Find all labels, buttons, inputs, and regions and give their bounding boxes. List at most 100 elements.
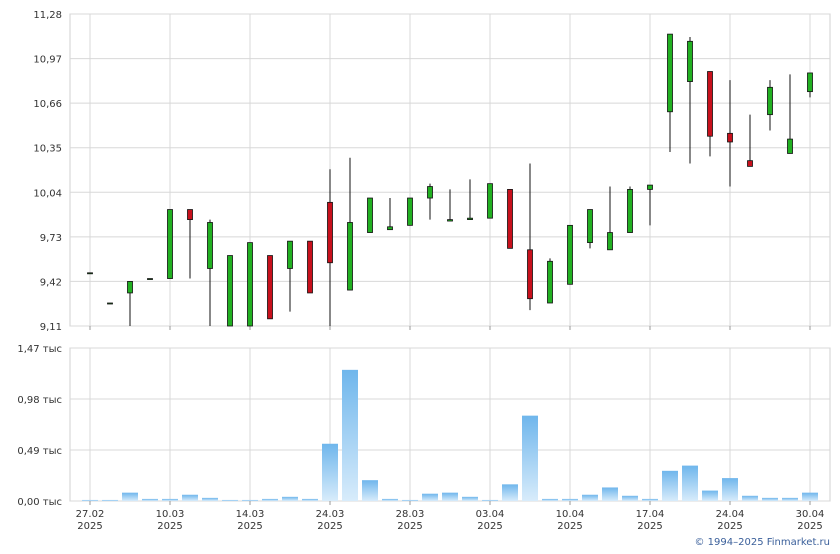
- candle-body: [527, 249, 533, 300]
- volume-bar: [342, 369, 358, 501]
- candle-body: [407, 197, 413, 226]
- candle-body: [727, 132, 733, 143]
- volume-bar: [122, 492, 138, 501]
- candle-body: [227, 255, 233, 327]
- volume-bar: [242, 499, 258, 501]
- candle-body: [367, 197, 373, 233]
- candle-body: [787, 138, 793, 154]
- candle-body: [127, 281, 133, 294]
- candle-body: [427, 186, 433, 199]
- candle-body: [287, 240, 293, 269]
- volume-bar: [202, 497, 218, 501]
- volume-bar: [582, 494, 598, 501]
- y-tick-label: 10,97: [33, 55, 62, 66]
- volume-bar: [222, 499, 238, 501]
- candle-body: [707, 71, 713, 137]
- candle-body: [627, 189, 633, 233]
- volume-bar: [142, 498, 158, 501]
- volume-bar: [382, 498, 398, 501]
- candle-body: [687, 40, 693, 82]
- plot-frame: [69, 13, 831, 327]
- volume-bar: [482, 499, 498, 501]
- volume-bar: [742, 495, 758, 501]
- x-tick-label-year: 2025: [317, 521, 342, 532]
- candle-body: [387, 226, 393, 231]
- volume-bar: [102, 499, 118, 501]
- x-tick-label-year: 2025: [637, 521, 662, 532]
- candle-body: [487, 183, 493, 219]
- volume-bar: [562, 498, 578, 501]
- y-tick-label: 9,11: [40, 322, 62, 333]
- x-tick-label-year: 2025: [77, 521, 102, 532]
- volume-bar: [682, 465, 698, 501]
- y-tick-label: 9,42: [40, 277, 62, 288]
- candle-body: [567, 224, 573, 285]
- x-tick-label-year: 2025: [557, 521, 582, 532]
- x-tick-label: 24.03: [316, 509, 345, 520]
- candle-body: [647, 184, 653, 190]
- y-tick-label: 10,04: [33, 188, 62, 199]
- candle-body: [247, 242, 253, 327]
- x-tick-label-year: 2025: [717, 521, 742, 532]
- candle-body: [347, 222, 353, 291]
- y-tick-label: 0,00 тыс: [17, 497, 62, 508]
- candle-body: [167, 209, 173, 279]
- volume-bar: [642, 498, 658, 501]
- y-tick-label: 9,73: [40, 233, 62, 244]
- volume-bar: [602, 487, 618, 501]
- volume-bar: [442, 492, 458, 501]
- x-tick-label: 27.02: [76, 509, 105, 520]
- volume-bar: [762, 497, 778, 501]
- candle-body: [667, 33, 673, 113]
- candle-body: [747, 160, 753, 167]
- volume-bar: [162, 498, 178, 501]
- candle-body: [607, 232, 613, 251]
- x-tick-label: 30.04: [796, 509, 825, 520]
- x-tick-label: 17.04: [636, 509, 665, 520]
- volume-bar: [802, 492, 818, 501]
- y-tick-label: 1,47 тыс: [17, 344, 62, 355]
- volume-bar: [662, 470, 678, 501]
- candle-body: [147, 278, 153, 280]
- x-tick-label-year: 2025: [797, 521, 822, 532]
- volume-bar: [702, 490, 718, 501]
- candle-body: [767, 86, 773, 116]
- candle-body: [87, 272, 93, 275]
- x-tick-label: 28.03: [396, 509, 425, 520]
- y-tick-label: 0,98 тыс: [17, 395, 62, 406]
- x-tick-label: 03.04: [476, 509, 505, 520]
- volume-bar: [262, 498, 278, 501]
- x-tick-label: 24.04: [716, 509, 745, 520]
- volume-bar: [502, 484, 518, 501]
- y-tick-label: 10,66: [33, 99, 62, 110]
- candle-body: [207, 222, 213, 269]
- volume-bar: [402, 499, 418, 501]
- candle-body: [107, 302, 113, 305]
- credit[interactable]: © 1994–2025 Finmarket.ru: [694, 537, 830, 548]
- volume-bar: [782, 497, 798, 501]
- volume-bar: [182, 494, 198, 501]
- volume-bar: [622, 495, 638, 501]
- x-tick-label: 14.03: [236, 509, 265, 520]
- candle-body: [507, 189, 513, 249]
- y-tick-label: 0,49 тыс: [17, 446, 62, 457]
- candle-body: [447, 219, 453, 222]
- candle-body: [267, 255, 273, 320]
- candle-body: [307, 240, 313, 294]
- x-tick-label-year: 2025: [397, 521, 422, 532]
- x-tick-label-year: 2025: [477, 521, 502, 532]
- plot-frame: [69, 347, 831, 502]
- volume-bar: [522, 415, 538, 501]
- candle-body: [547, 260, 553, 304]
- volume-bar: [322, 443, 338, 501]
- candle-body: [587, 209, 593, 244]
- x-tick-label: 10.03: [156, 509, 185, 520]
- x-tick-label-year: 2025: [237, 521, 262, 532]
- volume-bar: [362, 480, 378, 501]
- candle-body: [807, 72, 813, 93]
- volume-bar: [302, 498, 318, 501]
- x-tick-label-year: 2025: [157, 521, 182, 532]
- y-tick-label: 11,28: [33, 10, 62, 21]
